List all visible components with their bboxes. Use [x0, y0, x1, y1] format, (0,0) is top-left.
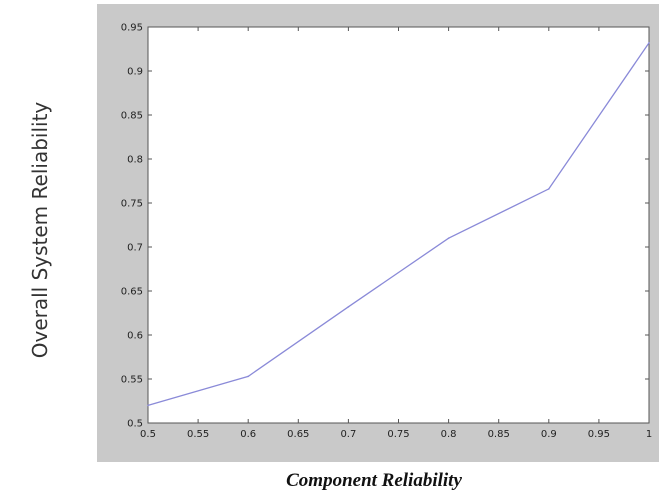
- y-tick-label: 0.55: [121, 375, 143, 386]
- y-tick-label: 0.65: [121, 287, 143, 298]
- y-tick-label: 0.95: [121, 23, 143, 34]
- y-tick-label: 0.8: [127, 155, 143, 166]
- data-point: [548, 188, 550, 190]
- x-tick-label: 0.5: [140, 429, 156, 440]
- y-tick-label: 0.6: [127, 331, 143, 342]
- y-tick-label: 0.7: [127, 243, 143, 254]
- y-tick-label: 0.5: [127, 419, 143, 430]
- data-point: [648, 42, 650, 44]
- data-point: [348, 306, 350, 308]
- x-tick-label: 0.8: [441, 429, 457, 440]
- y-tick-label: 0.75: [121, 199, 143, 210]
- plot-area: [148, 27, 649, 423]
- x-tick-label: 0.6: [240, 429, 256, 440]
- data-point: [147, 405, 149, 407]
- y-tick-label: 0.85: [121, 111, 143, 122]
- x-tick-label: 0.9: [541, 429, 557, 440]
- x-tick-label: 0.95: [588, 429, 610, 440]
- x-tick-label: 0.75: [387, 429, 409, 440]
- x-tick-label: 0.85: [488, 429, 510, 440]
- data-point: [247, 376, 249, 378]
- data-point: [448, 237, 450, 239]
- x-tick-label: 0.7: [340, 429, 356, 440]
- x-tick-label: 0.55: [187, 429, 209, 440]
- y-tick-label: 0.9: [127, 67, 143, 78]
- x-tick-label: 1: [646, 429, 652, 440]
- x-tick-label: 0.65: [287, 429, 309, 440]
